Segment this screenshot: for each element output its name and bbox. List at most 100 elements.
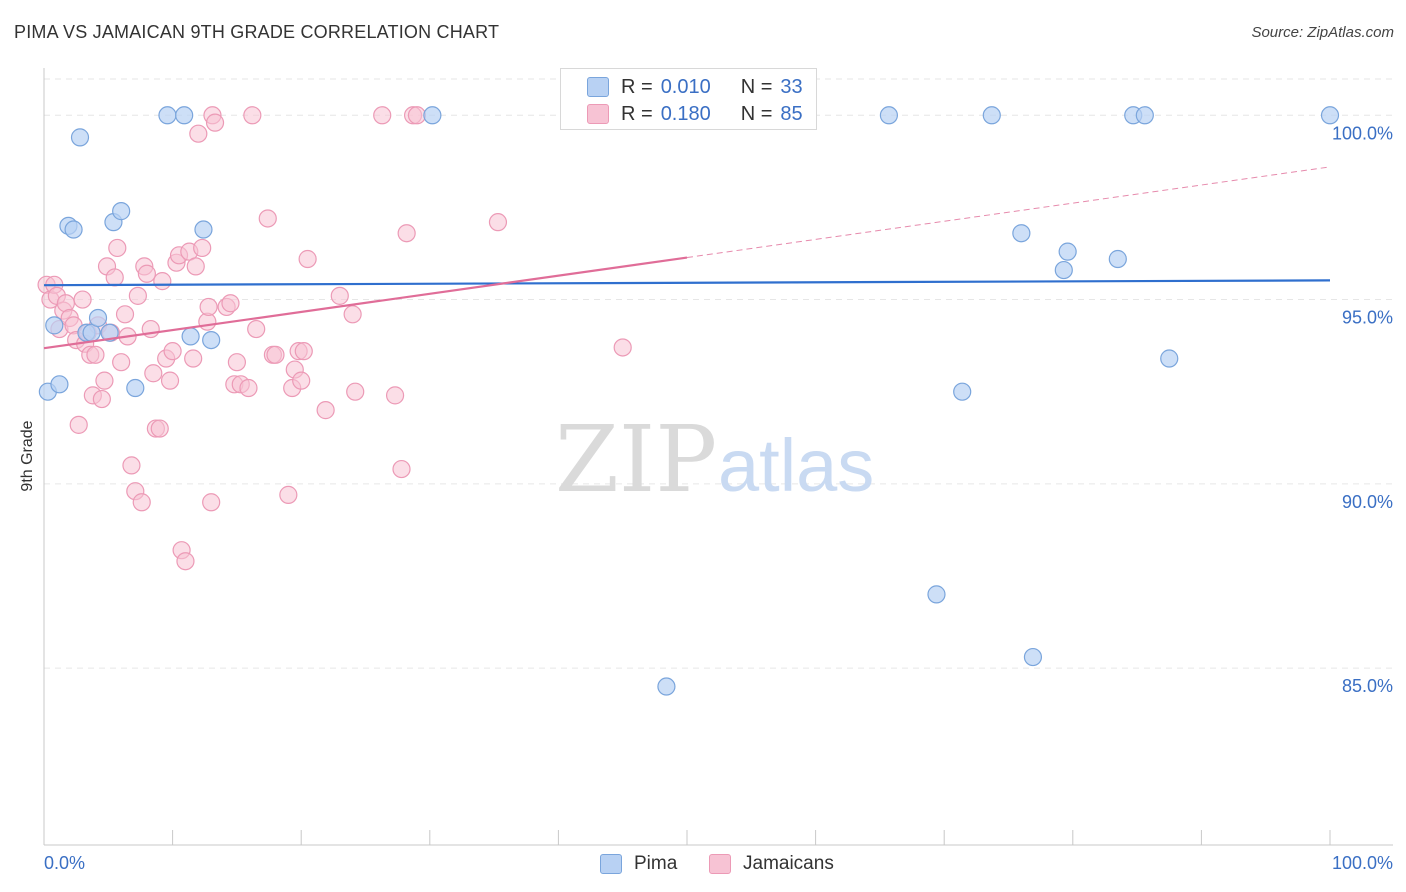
- legend-row-jamaicans: R = 0.180 N = 85: [587, 102, 803, 126]
- pima-trend-line: [43, 279, 1331, 287]
- x-tick-label: 100.0%: [1332, 853, 1393, 873]
- watermark: ZIP atlas: [555, 406, 874, 513]
- jamaicans-point: [407, 106, 427, 125]
- legend-item-pima[interactable]: Pima: [600, 852, 677, 876]
- jamaicans-trend-extension: [686, 166, 1331, 259]
- tick-labels: 100.0% 95.0% 90.0% 85.0% 0.0% 100.0%: [44, 123, 1393, 873]
- jamaicans-point: [613, 338, 632, 357]
- jamaicans-trend-line: [43, 256, 688, 350]
- r-label: R =: [621, 75, 653, 98]
- y-tick-label: 90.0%: [1342, 492, 1393, 512]
- pima-point: [194, 220, 213, 239]
- pima-point: [45, 316, 64, 335]
- jamaicans-points: [37, 106, 632, 571]
- pima-point: [64, 220, 83, 239]
- r-label: R =: [621, 102, 653, 125]
- jamaicans-point: [316, 401, 335, 420]
- jamaicans-point: [160, 371, 180, 390]
- pima-point: [1012, 224, 1031, 243]
- jamaicans-point: [392, 459, 411, 479]
- jamaicans-point: [373, 106, 392, 125]
- jamaicans-point: [144, 364, 163, 383]
- pima-point: [88, 308, 108, 328]
- watermark-atlas: atlas: [718, 424, 874, 507]
- pima-point: [175, 106, 194, 125]
- jamaicans-point: [186, 257, 205, 276]
- jamaicans-point: [292, 371, 311, 390]
- pima-point: [423, 106, 442, 125]
- pima-point: [112, 202, 131, 221]
- pima-point: [1023, 647, 1043, 667]
- jamaicans-point: [202, 493, 221, 512]
- axes: [43, 68, 1393, 846]
- n-value: 33: [780, 75, 803, 98]
- r-value: 0.010: [660, 75, 711, 98]
- pima-point: [982, 106, 1001, 125]
- n-label: N =: [740, 75, 773, 98]
- jamaicans-point: [298, 249, 317, 269]
- legend-label: Jamaicans: [743, 853, 834, 874]
- jamaicans-point: [137, 264, 156, 283]
- jamaicans-point: [193, 238, 212, 258]
- jamaicans-point: [73, 290, 92, 309]
- jamaicans-point: [92, 389, 111, 409]
- pima-point: [1108, 249, 1127, 269]
- jamaicans-point: [132, 493, 151, 512]
- jamaicans-point: [95, 371, 114, 390]
- chart-title: PIMA VS JAMAICAN 9TH GRADE CORRELATION C…: [14, 22, 500, 42]
- jamaicans-point: [397, 224, 416, 243]
- jamaicans-point: [266, 345, 285, 364]
- pima-swatch: [587, 77, 609, 97]
- pima-point: [953, 382, 972, 401]
- pima-point: [1160, 349, 1179, 368]
- jamaicans-point: [247, 319, 266, 339]
- jamaicans-swatch: [709, 854, 731, 874]
- watermark-zip: ZIP: [555, 406, 717, 513]
- jamaicans-point: [385, 386, 405, 405]
- jamaicans-point: [227, 353, 246, 372]
- jamaicans-point: [258, 209, 277, 228]
- pima-point: [202, 330, 221, 350]
- jamaicans-point: [150, 419, 169, 438]
- pima-point: [181, 327, 200, 346]
- pima-point: [927, 585, 946, 604]
- jamaicans-point: [488, 213, 508, 232]
- y-tick-label: 100.0%: [1332, 123, 1393, 143]
- jamaicans-point: [86, 345, 105, 364]
- jamaicans-point: [184, 349, 203, 368]
- jamaicans-point: [243, 106, 262, 125]
- pima-point: [50, 375, 69, 394]
- source-label: Source: ZipAtlas.com: [1251, 24, 1394, 41]
- jamaicans-point: [239, 378, 258, 398]
- r-value: 0.180: [660, 102, 711, 125]
- jamaicans-point: [294, 342, 313, 361]
- legend-item-jamaicans[interactable]: Jamaicans: [709, 852, 834, 876]
- jamaicans-point: [205, 113, 225, 132]
- legend-row-pima: R = 0.010 N = 33: [587, 75, 803, 99]
- jamaicans-point: [330, 286, 349, 305]
- pima-point: [158, 106, 177, 125]
- jamaicans-point: [189, 124, 208, 143]
- pima-swatch: [600, 854, 622, 874]
- jamaicans-point: [108, 238, 127, 258]
- jamaicans-point: [279, 485, 298, 504]
- legend-label: Pima: [634, 853, 678, 874]
- jamaicans-point: [221, 294, 240, 313]
- jamaicans-point: [176, 552, 195, 571]
- pima-point: [1054, 260, 1073, 280]
- pima-points: [38, 106, 1340, 696]
- jamaicans-point: [115, 305, 135, 324]
- gridlines: [44, 78, 1393, 669]
- jamaicans-point: [128, 286, 147, 305]
- n-value: 85: [780, 102, 803, 125]
- jamaicans-point: [122, 456, 141, 475]
- jamaicans-point: [346, 382, 365, 401]
- jamaicans-point: [163, 342, 182, 361]
- jamaicans-point: [153, 272, 172, 291]
- pima-point: [1058, 242, 1077, 261]
- pima-point: [879, 106, 899, 125]
- pima-point: [1135, 106, 1154, 125]
- trend-lines: [43, 166, 1331, 350]
- y-tick-label: 95.0%: [1342, 308, 1393, 328]
